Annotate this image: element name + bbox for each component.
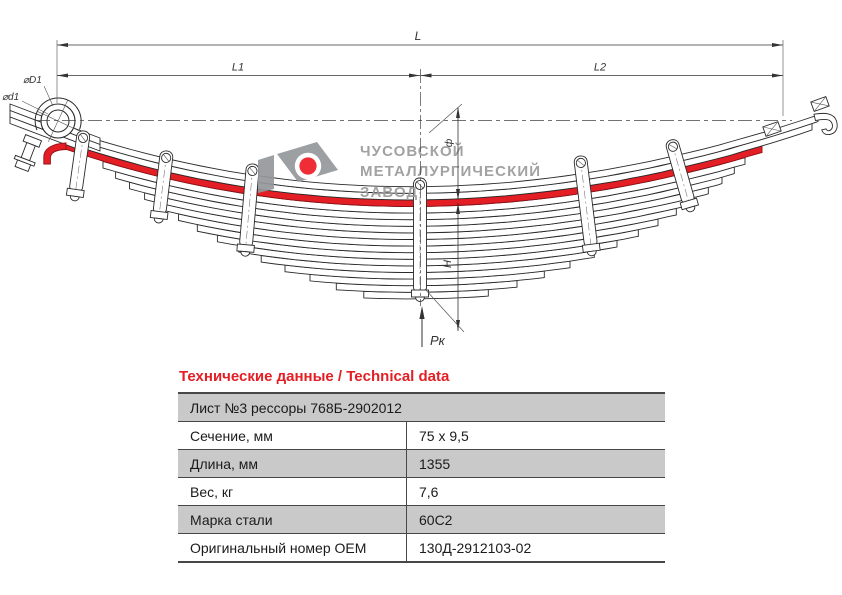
arrowhead [57, 43, 68, 47]
spring-hook-end [813, 112, 838, 136]
leaf-3-left-hook [43, 142, 67, 165]
table-header-row: Лист №3 рессоры 768Б-2902012 [178, 393, 665, 422]
leader-D1 [43, 85, 54, 107]
leaf-1 [74, 114, 819, 194]
dimension-annotations: L L1 L2 ⌀D1 ⌀d1 ф H Pк [2, 29, 792, 348]
table-row: Длина, мм 1355 [178, 449, 665, 478]
eye-centerline [48, 100, 68, 142]
row-value: 75 x 9,5 [406, 421, 665, 450]
arrowhead [57, 73, 68, 78]
leader-d1 [21, 100, 49, 115]
arrowhead [772, 73, 783, 78]
leader-camber [428, 103, 463, 134]
watermark-line3: ЗАВОД [360, 184, 418, 201]
leaf-spring-drawing: ЧУСОВСКОЙ МЕТАЛЛУРГИЧЕСКИЙ ЗАВОД L L1 L2… [2, 29, 838, 348]
dim-label-L1: L1 [232, 62, 244, 74]
row-label: Вес, кг [178, 477, 407, 506]
dim-label-L2: L2 [594, 62, 606, 74]
dim-label-d1: ⌀d1 [2, 92, 19, 103]
clamp-strap [665, 139, 700, 213]
arrowhead [456, 107, 460, 118]
table-row: Вес, кг 7,6 [178, 477, 665, 506]
logo-dot [299, 157, 317, 175]
dim-label-L: L [415, 29, 422, 43]
row-label: Сечение, мм [178, 421, 407, 450]
dim-label-camber: ф [443, 138, 455, 147]
factory-watermark: ЧУСОВСКОЙ МЕТАЛЛУРГИЧЕСКИЙ ЗАВОД [258, 142, 541, 201]
clamp-strap [65, 130, 91, 202]
rivet-plate [762, 121, 782, 137]
leader-H [424, 288, 465, 333]
arrowhead [456, 189, 460, 200]
row-label: Оригинальный номер OEM [178, 533, 407, 562]
row-label: Марка стали [178, 505, 407, 534]
arrowhead [772, 43, 783, 47]
eye-wrap-arc [34, 97, 82, 131]
row-label: Длина, мм [178, 449, 407, 478]
hook-tip [813, 112, 838, 136]
tip-bolt [13, 134, 43, 173]
rivet-plate [810, 95, 830, 113]
spring-model-label: Лист №3 рессоры 768Б-2902012 [190, 399, 402, 416]
dim-label-Pk: Pк [430, 333, 446, 348]
clamp-strap [236, 163, 260, 257]
watermark-line1: ЧУСОВСКОЙ [360, 142, 465, 160]
watermark-line2: МЕТАЛЛУРГИЧЕСКИЙ [360, 162, 541, 180]
row-value: 7,6 [406, 477, 665, 506]
technical-data-panel: Технические данные / Technical data Лист… [178, 368, 665, 563]
technical-data-table: Лист №3 рессоры 768Б-2902012 Сечение, мм… [178, 392, 665, 563]
arrowhead [409, 73, 420, 78]
row-value: 1355 [406, 449, 665, 478]
row-value: 130Д-2912103-02 [406, 533, 665, 562]
table-row: Сечение, мм 75 x 9,5 [178, 421, 665, 450]
clamp-hardware [65, 95, 830, 302]
arrowhead [456, 203, 460, 214]
arrowhead [420, 73, 432, 78]
clamp-strap [411, 177, 429, 302]
row-value: 60С2 [406, 505, 665, 534]
logo-ribbon [258, 155, 274, 193]
arrowhead [419, 306, 425, 319]
technical-data-title: Технические данные / Technical data [179, 368, 450, 385]
dim-label-H: H [442, 260, 454, 268]
dim-label-D1: ⌀D1 [23, 75, 42, 86]
clamp-strap [149, 150, 174, 224]
table-row: Марка стали 60С2 [178, 505, 665, 534]
clamp-strap [573, 155, 601, 257]
table-row: Оригинальный номер OEM 130Д-2912103-02 [178, 533, 665, 562]
